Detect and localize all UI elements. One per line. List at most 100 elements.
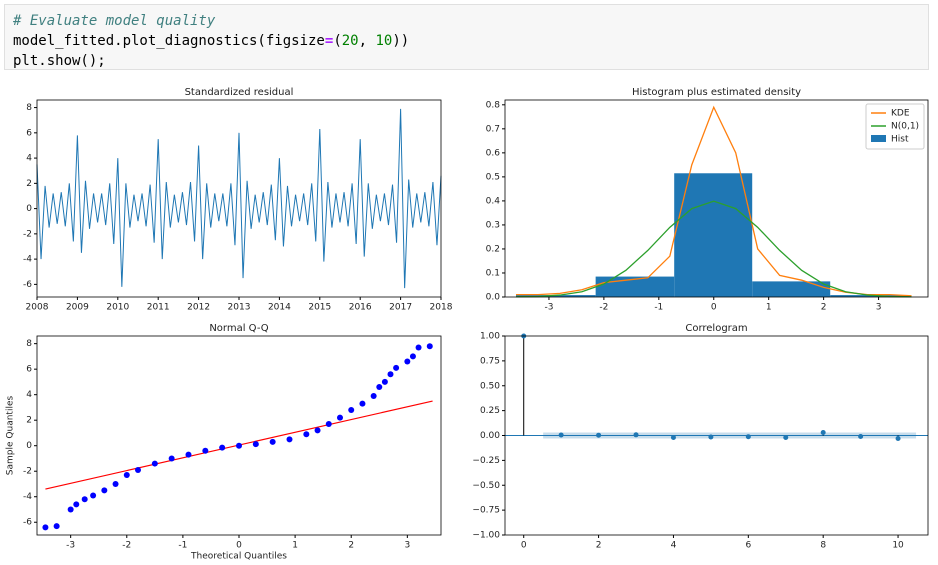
x-tick-label: 2012 <box>187 303 210 313</box>
code-token: 20 <box>341 33 359 49</box>
y-tick-label: 0.75 <box>480 356 500 366</box>
y-tick-label: 0.00 <box>480 431 500 441</box>
x-tick-label: 2009 <box>66 303 89 313</box>
y-tick-label: -2 <box>23 467 32 477</box>
stem-marker <box>708 434 714 440</box>
qq-point <box>42 524 49 531</box>
code-token: , <box>358 33 376 49</box>
qq-point <box>219 444 226 451</box>
x-tick-label: 2010 <box>106 303 129 313</box>
qq-point <box>112 480 119 487</box>
stem-marker <box>633 432 639 438</box>
x-tick-label: 0 <box>521 541 527 551</box>
qq-point <box>337 414 343 421</box>
y-tick-label: 0.7 <box>486 124 500 134</box>
y-tick-label: 2 <box>26 416 32 426</box>
y-tick-label: -6 <box>23 280 32 290</box>
axes-background <box>37 336 441 535</box>
y-tick-label: 8 <box>26 103 32 113</box>
legend-label: N(0,1) <box>891 122 919 132</box>
x-tick-label: 2014 <box>268 303 291 313</box>
residual-line <box>36 108 442 289</box>
hist-bar <box>674 173 753 297</box>
stem-marker <box>670 434 676 440</box>
y-tick-label: 6 <box>26 365 32 375</box>
y-tick-label: 0.2 <box>486 244 500 254</box>
stem-marker <box>820 430 826 436</box>
stem-marker <box>596 432 602 438</box>
code-token: ( <box>333 33 342 49</box>
x-tick-label: 2 <box>821 303 827 313</box>
qq-point <box>314 427 321 434</box>
y-tick-label: 8 <box>26 339 32 349</box>
qq-point <box>81 496 88 503</box>
x-tick-label: 2011 <box>147 303 170 313</box>
qq-point <box>409 353 416 360</box>
qq-point <box>359 400 366 407</box>
axes-background <box>37 100 441 297</box>
x-tick-label: -2 <box>599 303 608 313</box>
qq-point <box>202 447 209 454</box>
x-tick-label: 2015 <box>308 303 331 313</box>
y-tick-label: 0.4 <box>486 196 501 206</box>
y-tick-label: 4 <box>26 390 32 400</box>
code-cell[interactable]: # Evaluate model quality model_fitted.pl… <box>4 4 929 70</box>
y-tick-label: 1.00 <box>480 332 500 342</box>
qq-point <box>348 406 355 413</box>
chart-title: Correlogram <box>685 323 747 334</box>
y-tick-label: 2 <box>26 179 32 189</box>
y-axis-label: Sample Quantiles <box>6 396 16 476</box>
qq-point <box>381 378 388 385</box>
x-tick-label: 8 <box>820 541 826 551</box>
qq-point <box>101 487 108 494</box>
stem-marker <box>783 434 789 440</box>
x-tick-label: 0 <box>711 303 717 313</box>
x-tick-label: 2 <box>348 541 354 551</box>
qq-point <box>269 438 276 445</box>
x-tick-label: 3 <box>404 541 410 551</box>
y-tick-label: 6 <box>26 128 32 138</box>
x-axis-label: Theoretical Quantiles <box>190 552 287 562</box>
y-tick-label: -2 <box>23 229 32 239</box>
qq-point <box>370 392 377 399</box>
code-line: plt.show(); <box>13 53 106 69</box>
y-tick-label: 0.8 <box>486 100 501 110</box>
hist-bar <box>830 295 909 297</box>
code-token: = <box>324 33 334 49</box>
code-token: )) <box>392 33 410 49</box>
y-tick-label: 4 <box>26 154 32 164</box>
y-tick-label: 0.0 <box>486 293 501 303</box>
stem-marker <box>558 432 564 438</box>
hist-bar <box>752 281 831 297</box>
qq-point <box>303 431 310 438</box>
legend-label: KDE <box>891 109 910 119</box>
x-tick-label: 10 <box>892 541 904 551</box>
y-tick-label: −0.50 <box>472 481 500 491</box>
qq-point <box>185 451 192 458</box>
x-tick-label: -2 <box>122 541 131 551</box>
y-tick-label: 0 <box>26 441 32 451</box>
y-tick-label: 0.1 <box>486 268 500 278</box>
y-tick-label: 0.3 <box>486 220 500 230</box>
qq-point <box>73 501 80 508</box>
x-tick-label: 2018 <box>430 303 453 313</box>
legend-label: Hist <box>891 135 909 145</box>
stem-marker <box>858 433 864 439</box>
x-tick-label: 2013 <box>228 303 251 313</box>
stem-marker <box>745 434 751 440</box>
axes-frame <box>504 99 929 298</box>
legend-swatch <box>871 135 886 142</box>
qq-point <box>325 421 332 428</box>
chart-title: Normal Q-Q <box>209 323 268 334</box>
code-line: model_fitted.plot_diagnostics(figsize=(2… <box>13 31 920 51</box>
qq-point <box>252 441 259 448</box>
qq-point <box>236 442 242 449</box>
qq-point <box>135 466 141 473</box>
x-tick-label: 2008 <box>26 303 49 313</box>
code-token: 10 <box>375 33 393 49</box>
qq-point <box>168 455 175 462</box>
y-tick-label: 0.50 <box>480 381 500 391</box>
chart-title: Standardized residual <box>185 87 294 98</box>
y-tick-label: 0 <box>26 204 32 214</box>
